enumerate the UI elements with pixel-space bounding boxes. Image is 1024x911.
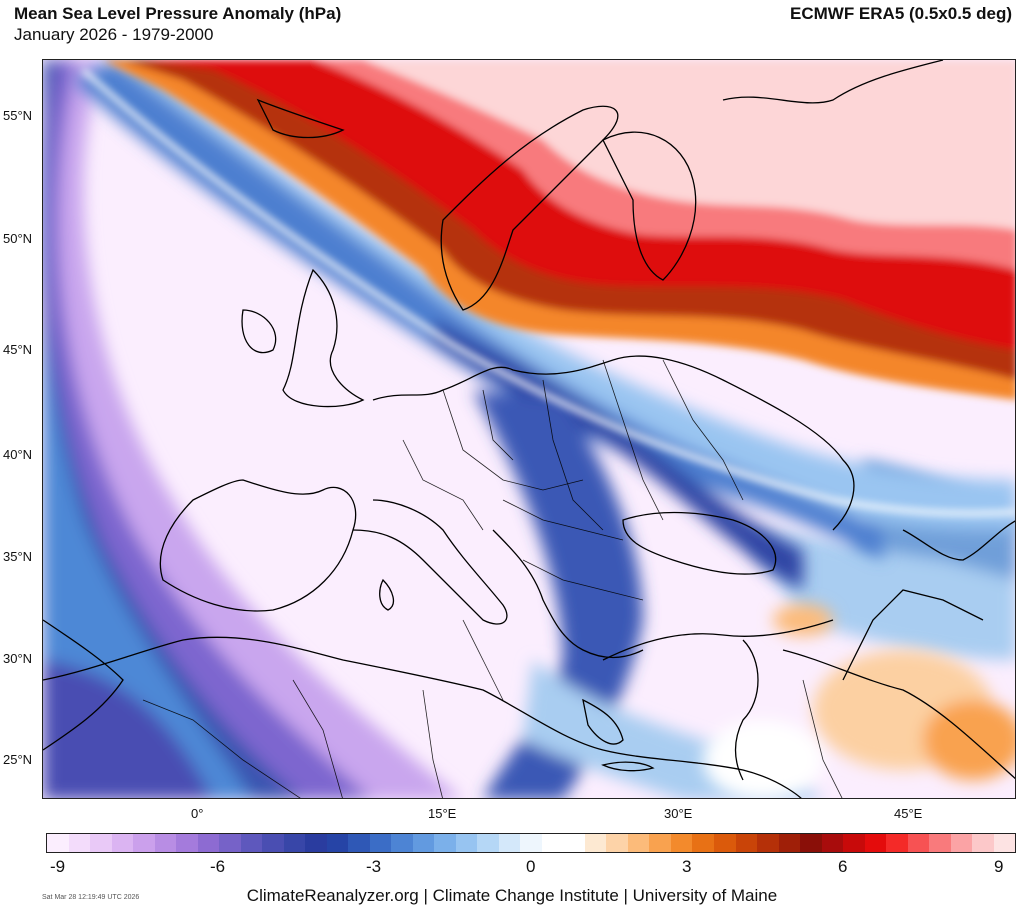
colorbar-cell	[498, 834, 521, 852]
colorbar-cell	[369, 834, 392, 852]
colorbar-cell	[993, 834, 1016, 852]
colorbar-cell	[843, 834, 865, 852]
colorbar-cell	[111, 834, 134, 852]
lat-label-25n: 25°N	[3, 752, 33, 767]
colorbar-cell	[907, 834, 930, 852]
colorbar-cell	[563, 834, 585, 852]
colorbar-tick-3: 3	[682, 857, 692, 876]
colorbar-cell	[821, 834, 844, 852]
colorbar-cell	[90, 834, 112, 852]
lon-label-0: 0°	[191, 806, 204, 821]
colorbar-tick-minus6: -6	[210, 857, 226, 876]
colorbar-cell	[670, 834, 693, 852]
colorbar-cell	[886, 834, 908, 852]
lat-label-45n: 45°N	[3, 342, 33, 357]
colorbar-cell	[627, 834, 650, 852]
colorbar-tick-9: 9	[994, 857, 1004, 876]
colorbar-cell	[455, 834, 478, 852]
anomaly-field	[43, 60, 1015, 798]
colorbar-cell	[606, 834, 628, 852]
colorbar-cell	[348, 834, 370, 852]
colorbar-tick-6: 6	[838, 857, 848, 876]
lon-label-30e: 30°E	[664, 806, 693, 821]
colorbar-tick-minus9: -9	[50, 857, 66, 876]
colorbar-cell	[305, 834, 327, 852]
colorbar-cell	[412, 834, 435, 852]
colorbar-cell	[950, 834, 973, 852]
colorbar-cell	[154, 834, 177, 852]
colorbar-cell	[713, 834, 736, 852]
colorbar-cell	[176, 834, 198, 852]
colorbar-tick-minus3: -3	[366, 857, 382, 876]
colorbar-cell	[800, 834, 822, 852]
colorbar-cell	[68, 834, 91, 852]
data-source-label: ECMWF ERA5 (0.5x0.5 deg)	[790, 4, 1012, 23]
colorbar-cell	[864, 834, 887, 852]
colorbar-cell	[972, 834, 994, 852]
colorbar-cell	[757, 834, 779, 852]
map-title: Mean Sea Level Pressure Anomaly (hPa)	[14, 4, 342, 23]
colorbar-cell	[283, 834, 306, 852]
lon-label-45e: 45°E	[894, 806, 923, 821]
colorbar-cell	[541, 834, 564, 852]
colorbar-cell	[778, 834, 801, 852]
colorbar-cell	[434, 834, 456, 852]
lat-label-30n: 30°N	[3, 651, 33, 666]
lat-label-40n: 40°N	[3, 447, 33, 462]
colorbar-cell	[735, 834, 758, 852]
timestamp: Sat Mar 28 12:19:49 UTC 2026	[42, 894, 140, 901]
colorbar-tick-0: 0	[526, 857, 536, 876]
colorbar-cell	[520, 834, 542, 852]
colorbar-cell	[262, 834, 284, 852]
colorbar-cell	[692, 834, 714, 852]
colorbar-cell	[649, 834, 671, 852]
colorbar-cell	[929, 834, 951, 852]
coastlines	[43, 60, 1015, 798]
anomaly-map[interactable]	[42, 59, 1016, 799]
lat-label-55n: 55°N	[3, 108, 33, 123]
colorbar-cell	[47, 834, 69, 852]
colorbar-cell	[477, 834, 499, 852]
credit-line[interactable]: ClimateReanalyzer.org | Climate Change I…	[246, 886, 778, 905]
colorbar-cell	[584, 834, 607, 852]
colorbar-cell	[391, 834, 413, 852]
lat-label-50n: 50°N	[3, 231, 33, 246]
colorbar	[46, 833, 1016, 853]
colorbar-cell	[197, 834, 220, 852]
colorbar-cell	[219, 834, 241, 852]
colorbar-cell	[326, 834, 349, 852]
colorbar-cell	[240, 834, 263, 852]
map-subtitle: January 2026 - 1979-2000	[14, 25, 214, 44]
lat-label-35n: 35°N	[3, 549, 33, 564]
lon-label-15e: 15°E	[428, 806, 457, 821]
colorbar-cell	[133, 834, 155, 852]
